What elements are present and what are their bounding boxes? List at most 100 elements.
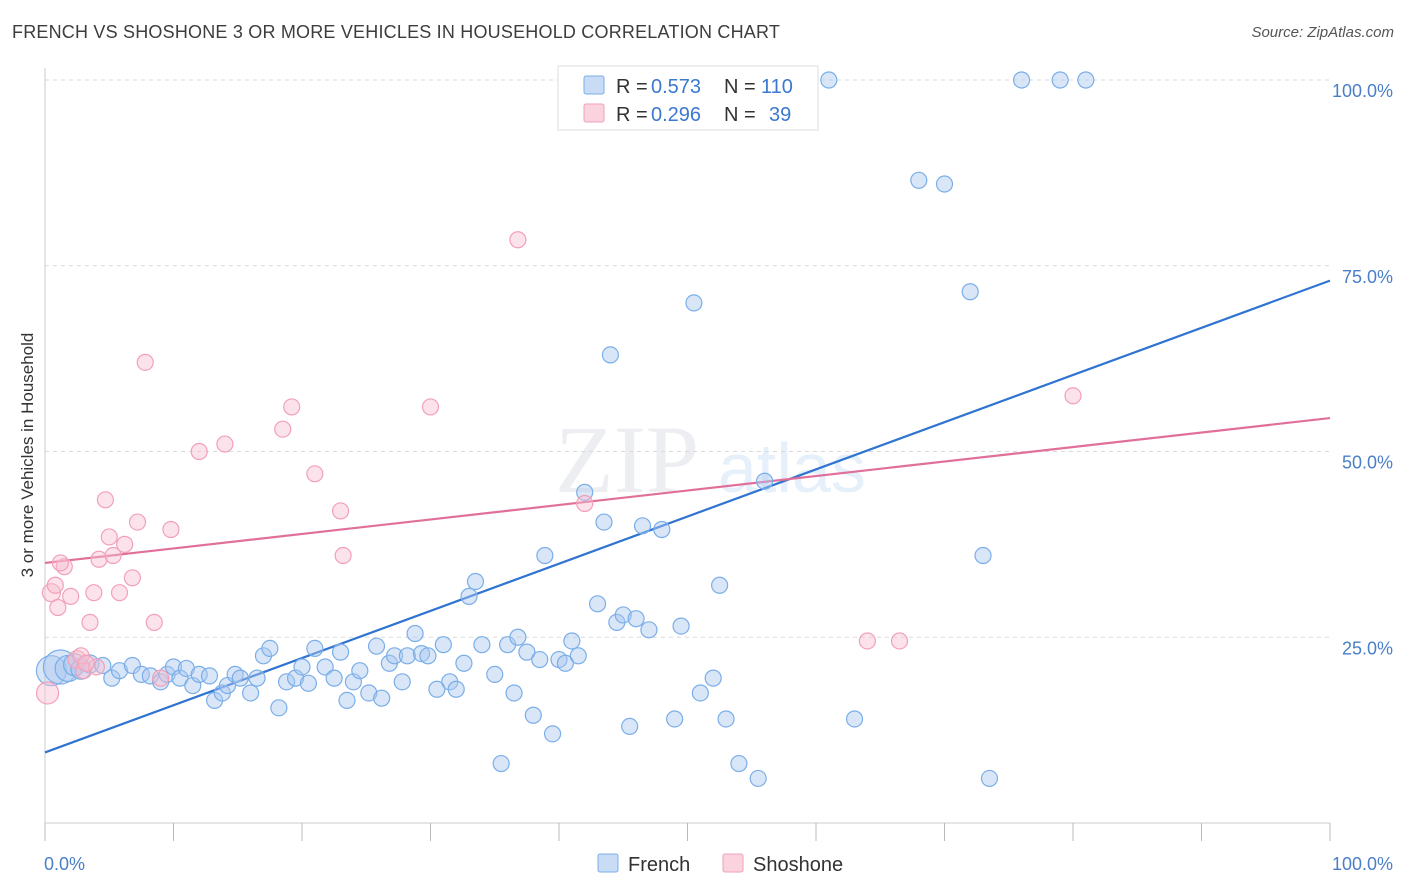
- french-point-25: [242, 684, 260, 702]
- french-point-87: [691, 684, 709, 702]
- french-point-76: [601, 346, 620, 364]
- y-tick-labels: 25.0% 50.0% 75.0% 100.0%: [1332, 81, 1393, 658]
- french-point-102: [1077, 71, 1095, 89]
- french-point-96: [935, 175, 954, 193]
- french-point-89: [711, 576, 729, 594]
- french-trend-line: [44, 279, 1331, 754]
- french-point-70: [556, 654, 575, 672]
- french-point-6: [94, 656, 112, 675]
- shoshone-point-18: [145, 613, 163, 631]
- legend-n-value-shoshone: 39: [769, 104, 791, 126]
- shoshone-point-8: [85, 584, 103, 602]
- french-point-34: [306, 639, 324, 657]
- french-point-28: [261, 639, 279, 657]
- french-point-93: [755, 472, 774, 490]
- french-point-51: [428, 680, 446, 698]
- shoshone-point-0: [35, 681, 60, 705]
- series-legend: French Shoshone: [597, 853, 843, 876]
- y-tick-label-1: 50.0%: [1342, 453, 1393, 473]
- shoshone-point-24: [283, 398, 301, 416]
- french-point-64: [518, 643, 536, 661]
- french-point-38: [338, 691, 356, 710]
- shoshone-point-20: [162, 520, 180, 539]
- shoshone-point-30: [576, 494, 594, 513]
- french-point-54: [447, 680, 465, 698]
- french-point-62: [505, 684, 523, 702]
- shoshone-point-36: [87, 658, 106, 676]
- french-point-50: [419, 647, 437, 665]
- french-point-36: [325, 669, 343, 687]
- shoshone-point-17: [136, 353, 154, 371]
- legend-swatch-shoshone: [583, 103, 605, 123]
- french-point-19: [200, 667, 219, 685]
- french-point-67: [536, 546, 554, 565]
- shoshone-point-31: [858, 632, 877, 650]
- french-point-43: [373, 689, 391, 707]
- french-point-95: [910, 171, 928, 189]
- french-point-48: [406, 624, 424, 643]
- french-point-101: [1051, 71, 1069, 89]
- french-point-78: [614, 606, 632, 624]
- legend-r-label-french: R =: [616, 76, 648, 98]
- shoshone-point-32: [890, 632, 909, 650]
- french-point-24: [231, 669, 249, 687]
- bottom-legend-label-shoshone: Shoshone: [753, 854, 843, 876]
- french-point-72: [569, 647, 587, 665]
- french-point-42: [367, 637, 386, 655]
- shoshone-point-26: [331, 502, 350, 520]
- french-point-103: [1012, 71, 1031, 89]
- french-point-29: [270, 699, 288, 717]
- watermark-zip: ZIP: [555, 406, 699, 513]
- french-point-52: [434, 636, 452, 654]
- y-tick-label-0: 25.0%: [1342, 638, 1393, 658]
- grid-lines: [45, 79, 1330, 638]
- y-tick-label-3: 100.0%: [1332, 81, 1393, 101]
- french-point-32: [293, 658, 311, 676]
- french-point-94: [845, 710, 864, 728]
- french-point-65: [524, 706, 542, 724]
- french-point-37: [331, 643, 350, 661]
- french-point-58: [473, 636, 491, 654]
- shoshone-point-34: [51, 554, 70, 572]
- shoshone-point-28: [421, 398, 440, 416]
- source-label: Source: ZipAtlas.com: [1251, 24, 1394, 41]
- french-point-45: [385, 647, 404, 665]
- french-point-75: [595, 513, 613, 531]
- shoshone-point-2: [49, 598, 67, 617]
- legend-r-value-french: 0.573: [651, 76, 701, 98]
- french-point-26: [248, 669, 266, 687]
- stats-legend: R = 0.573 N = 110 R = 0.296 N = 39: [557, 65, 819, 131]
- french-point-82: [640, 621, 658, 639]
- french-point-97: [974, 546, 992, 565]
- french-point-41: [360, 684, 378, 702]
- shoshone-point-38: [77, 654, 95, 672]
- x-tick-label-max: 100.0%: [1332, 854, 1393, 874]
- bottom-legend-swatch-french: [597, 853, 619, 873]
- y-axis-label: 3 or more Vehicles in Household: [18, 333, 37, 578]
- french-point-74: [588, 595, 607, 613]
- axes: [44, 68, 1331, 841]
- french-point-80: [627, 610, 645, 628]
- bottom-legend-label-french: French: [628, 854, 690, 876]
- shoshone-point-14: [116, 535, 134, 553]
- french-point-40: [351, 662, 369, 680]
- french-point-63: [509, 628, 527, 646]
- legend-n-label-shoshone: N =: [724, 104, 756, 126]
- french-point-88: [704, 669, 722, 687]
- french-point-33: [299, 674, 318, 692]
- french-point-98: [980, 769, 999, 788]
- shoshone-point-37: [46, 576, 64, 594]
- french-point-91: [730, 754, 748, 773]
- legend-r-label-shoshone: R =: [616, 104, 648, 126]
- french-point-55: [455, 654, 473, 672]
- shoshone-point-27: [334, 546, 352, 565]
- french-point-11: [141, 667, 159, 685]
- french-point-85: [672, 617, 690, 635]
- french-point-46: [393, 673, 411, 691]
- french-point-81: [633, 517, 652, 535]
- shoshone-point-15: [123, 569, 141, 587]
- shoshone-point-19: [152, 669, 170, 687]
- french-point-86: [685, 294, 703, 312]
- trend-lines: [44, 279, 1331, 754]
- shoshone-point-11: [100, 528, 118, 546]
